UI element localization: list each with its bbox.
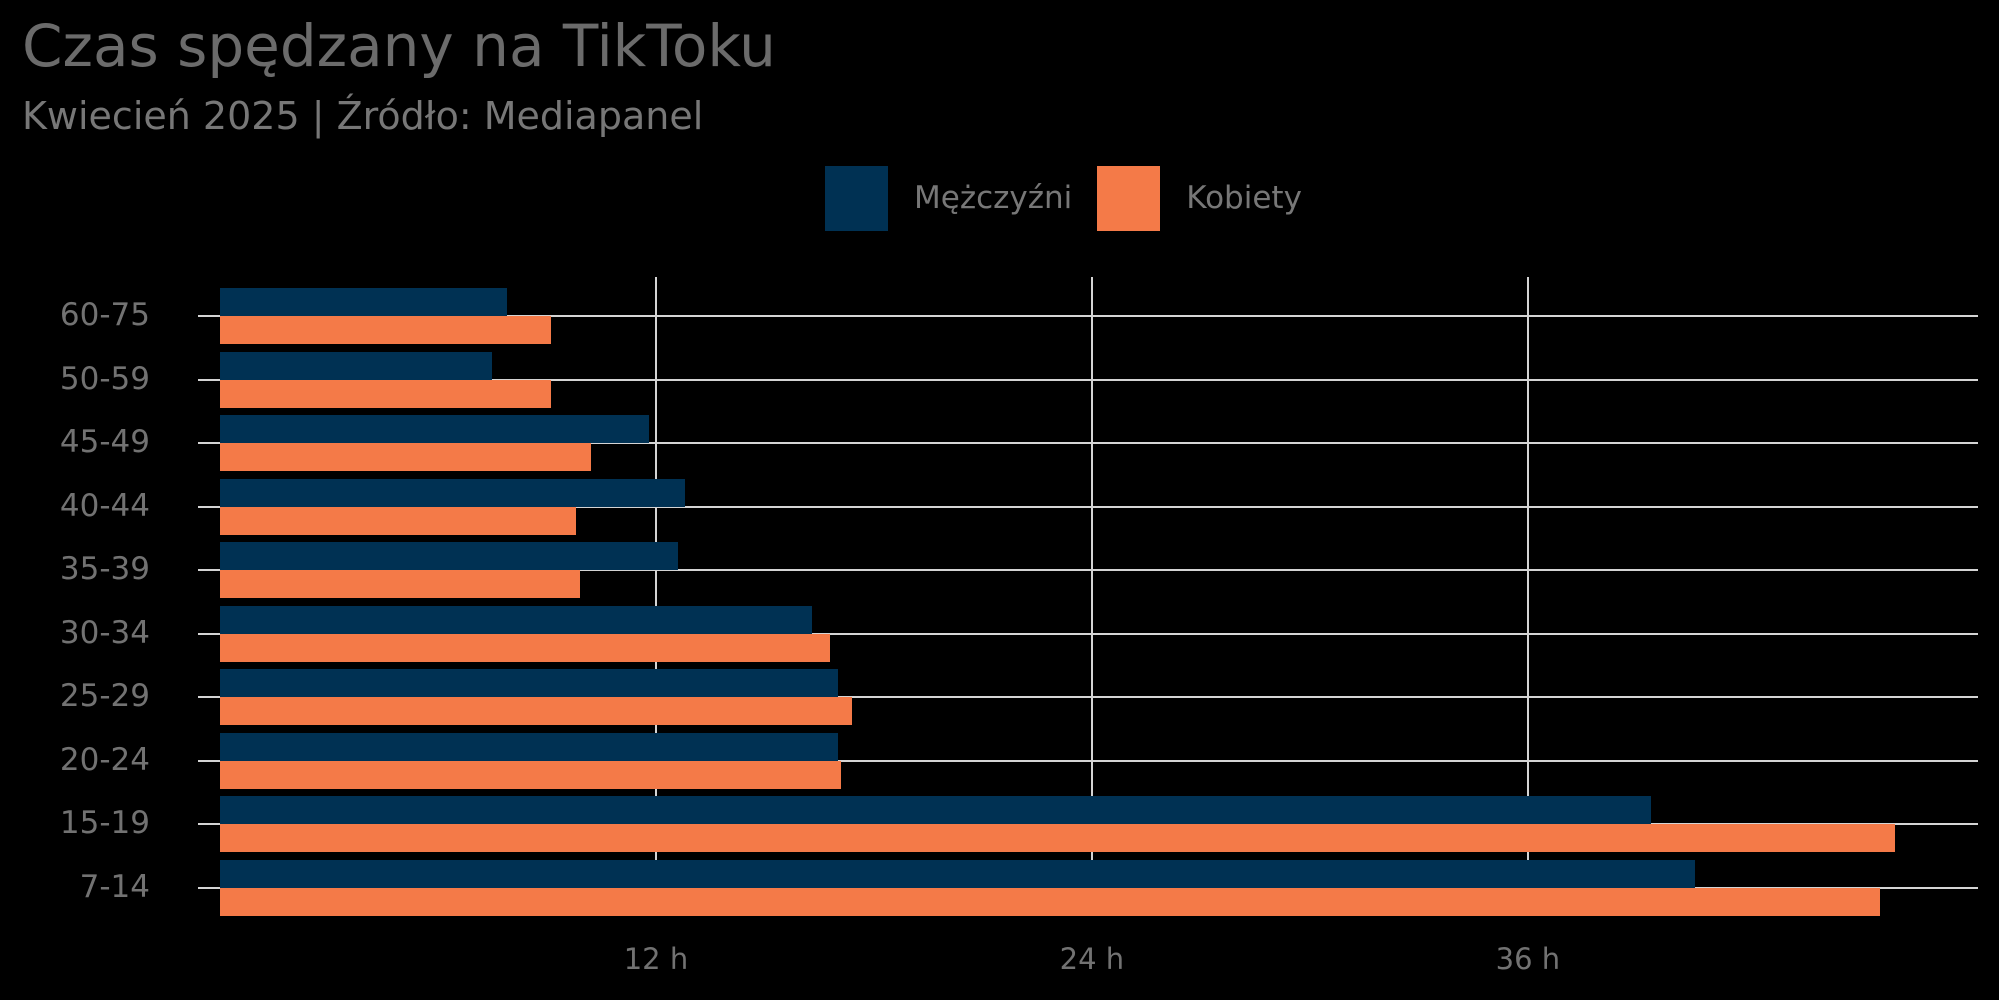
bar-women: [220, 633, 831, 662]
bar-women: [220, 506, 577, 535]
bar-women: [220, 443, 591, 471]
bar-men: [220, 288, 507, 316]
bar-men: [220, 605, 813, 634]
x-tick-label: 24 h: [1059, 942, 1125, 976]
bar-women: [220, 760, 842, 789]
y-gridline: [198, 378, 1978, 381]
y-gridline: [198, 442, 1978, 444]
legend-label-men: Mężczyźni: [914, 180, 1073, 216]
y-tick-label: 15-19: [59, 805, 150, 841]
y-tick-label: 7-14: [79, 868, 150, 905]
bar-men: [220, 478, 686, 507]
y-gridline: [198, 696, 1978, 698]
x-gridline: [654, 277, 657, 915]
y-tick-label: 25-29: [59, 678, 150, 714]
legend-swatch-women: [1097, 165, 1161, 231]
bar-women: [220, 824, 1895, 852]
y-gridline: [198, 632, 1978, 635]
legend-item-men: Mężczyźni: [825, 165, 1073, 231]
legend-label-women: Kobiety: [1186, 180, 1302, 216]
y-gridline: [198, 505, 1978, 508]
y-gridline: [198, 315, 1978, 317]
x-gridline: [1526, 277, 1529, 915]
y-gridline: [198, 759, 1978, 762]
x-gridline: [1090, 277, 1093, 915]
bar-women: [220, 887, 1881, 916]
bar-women: [220, 316, 551, 344]
bar-men: [220, 732, 838, 761]
bar-women: [220, 697, 853, 725]
y-tick-label: 30-34: [59, 614, 150, 651]
bar-women: [220, 570, 580, 598]
y-tick-label: 60-75: [59, 297, 150, 333]
bar-women: [220, 379, 551, 408]
y-tick-label: 35-39: [59, 551, 150, 587]
y-gridline: [198, 569, 1978, 571]
legend: Mężczyźni Kobiety: [825, 165, 1327, 231]
bar-men: [220, 669, 838, 697]
legend-swatch-men: [825, 165, 888, 231]
bar-men: [220, 415, 649, 443]
legend-item-women: Kobiety: [1097, 165, 1302, 231]
chart-subtitle: Kwiecień 2025 | Źródło: Mediapanel: [22, 94, 704, 138]
y-tick-label: 20-24: [59, 741, 150, 778]
bar-men: [220, 351, 493, 380]
y-tick-label: 45-49: [59, 424, 150, 460]
y-tick-label: 40-44: [59, 487, 150, 524]
bar-men: [220, 542, 678, 570]
chart-title: Czas spędzany na TikToku: [22, 12, 776, 80]
x-tick-label: 36 h: [1495, 942, 1561, 976]
x-tick-label: 12 h: [623, 942, 689, 976]
bar-men: [220, 796, 1652, 824]
bar-men: [220, 859, 1695, 888]
y-tick-label: 50-59: [59, 360, 150, 397]
